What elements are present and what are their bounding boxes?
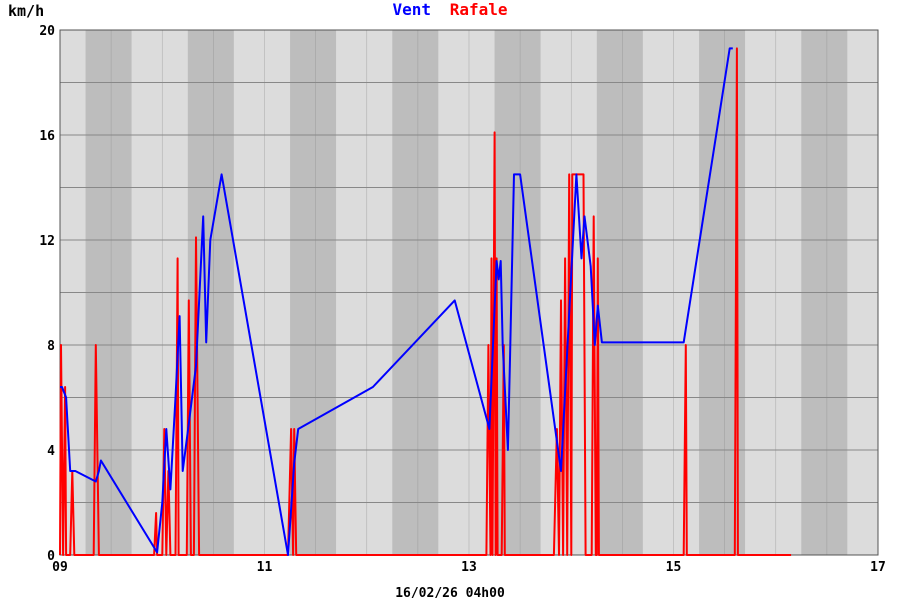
x-tick-label: 09	[52, 560, 68, 575]
legend-rafale: Rafale	[450, 0, 508, 19]
y-tick-label: 0	[47, 549, 55, 564]
series-lines	[59, 47, 792, 556]
x-tick-label: 15	[666, 560, 682, 575]
x-tick-labels: 09 11 13 15 17	[52, 560, 886, 575]
y-tick-label: 16	[39, 129, 55, 144]
y-axis-unit-label: km/h	[8, 2, 44, 20]
timestamp-label: 16/02/26 04h00	[395, 586, 505, 600]
x-tick-label: 17	[870, 560, 886, 575]
y-tick-labels: 0 4 8 12 16 20	[39, 24, 55, 564]
x-tick-label: 13	[461, 560, 477, 575]
y-tick-label: 20	[39, 24, 55, 39]
y-tick-label: 4	[47, 444, 55, 459]
series-line-rafale	[59, 47, 792, 556]
y-tick-label: 12	[39, 234, 55, 249]
x-tick-label: 11	[257, 560, 273, 575]
legend-vent: Vent	[393, 0, 432, 19]
y-tick-label: 8	[47, 339, 55, 354]
legend: Vent Rafale	[393, 0, 508, 19]
series-line-vent	[60, 47, 733, 556]
